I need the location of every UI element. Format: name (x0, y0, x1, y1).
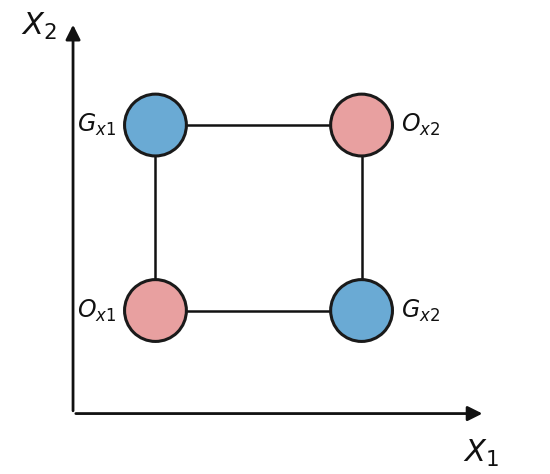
Circle shape (331, 94, 393, 156)
Text: $X_1$: $X_1$ (463, 438, 499, 469)
Circle shape (331, 280, 393, 341)
Text: $G_{x2}$: $G_{x2}$ (401, 297, 439, 324)
Circle shape (124, 94, 186, 156)
Text: $X_2$: $X_2$ (21, 10, 57, 42)
Text: $G_{x1}$: $G_{x1}$ (78, 112, 116, 138)
Circle shape (124, 280, 186, 341)
Text: $O_{x1}$: $O_{x1}$ (77, 297, 116, 324)
Text: $O_{x2}$: $O_{x2}$ (401, 112, 440, 138)
